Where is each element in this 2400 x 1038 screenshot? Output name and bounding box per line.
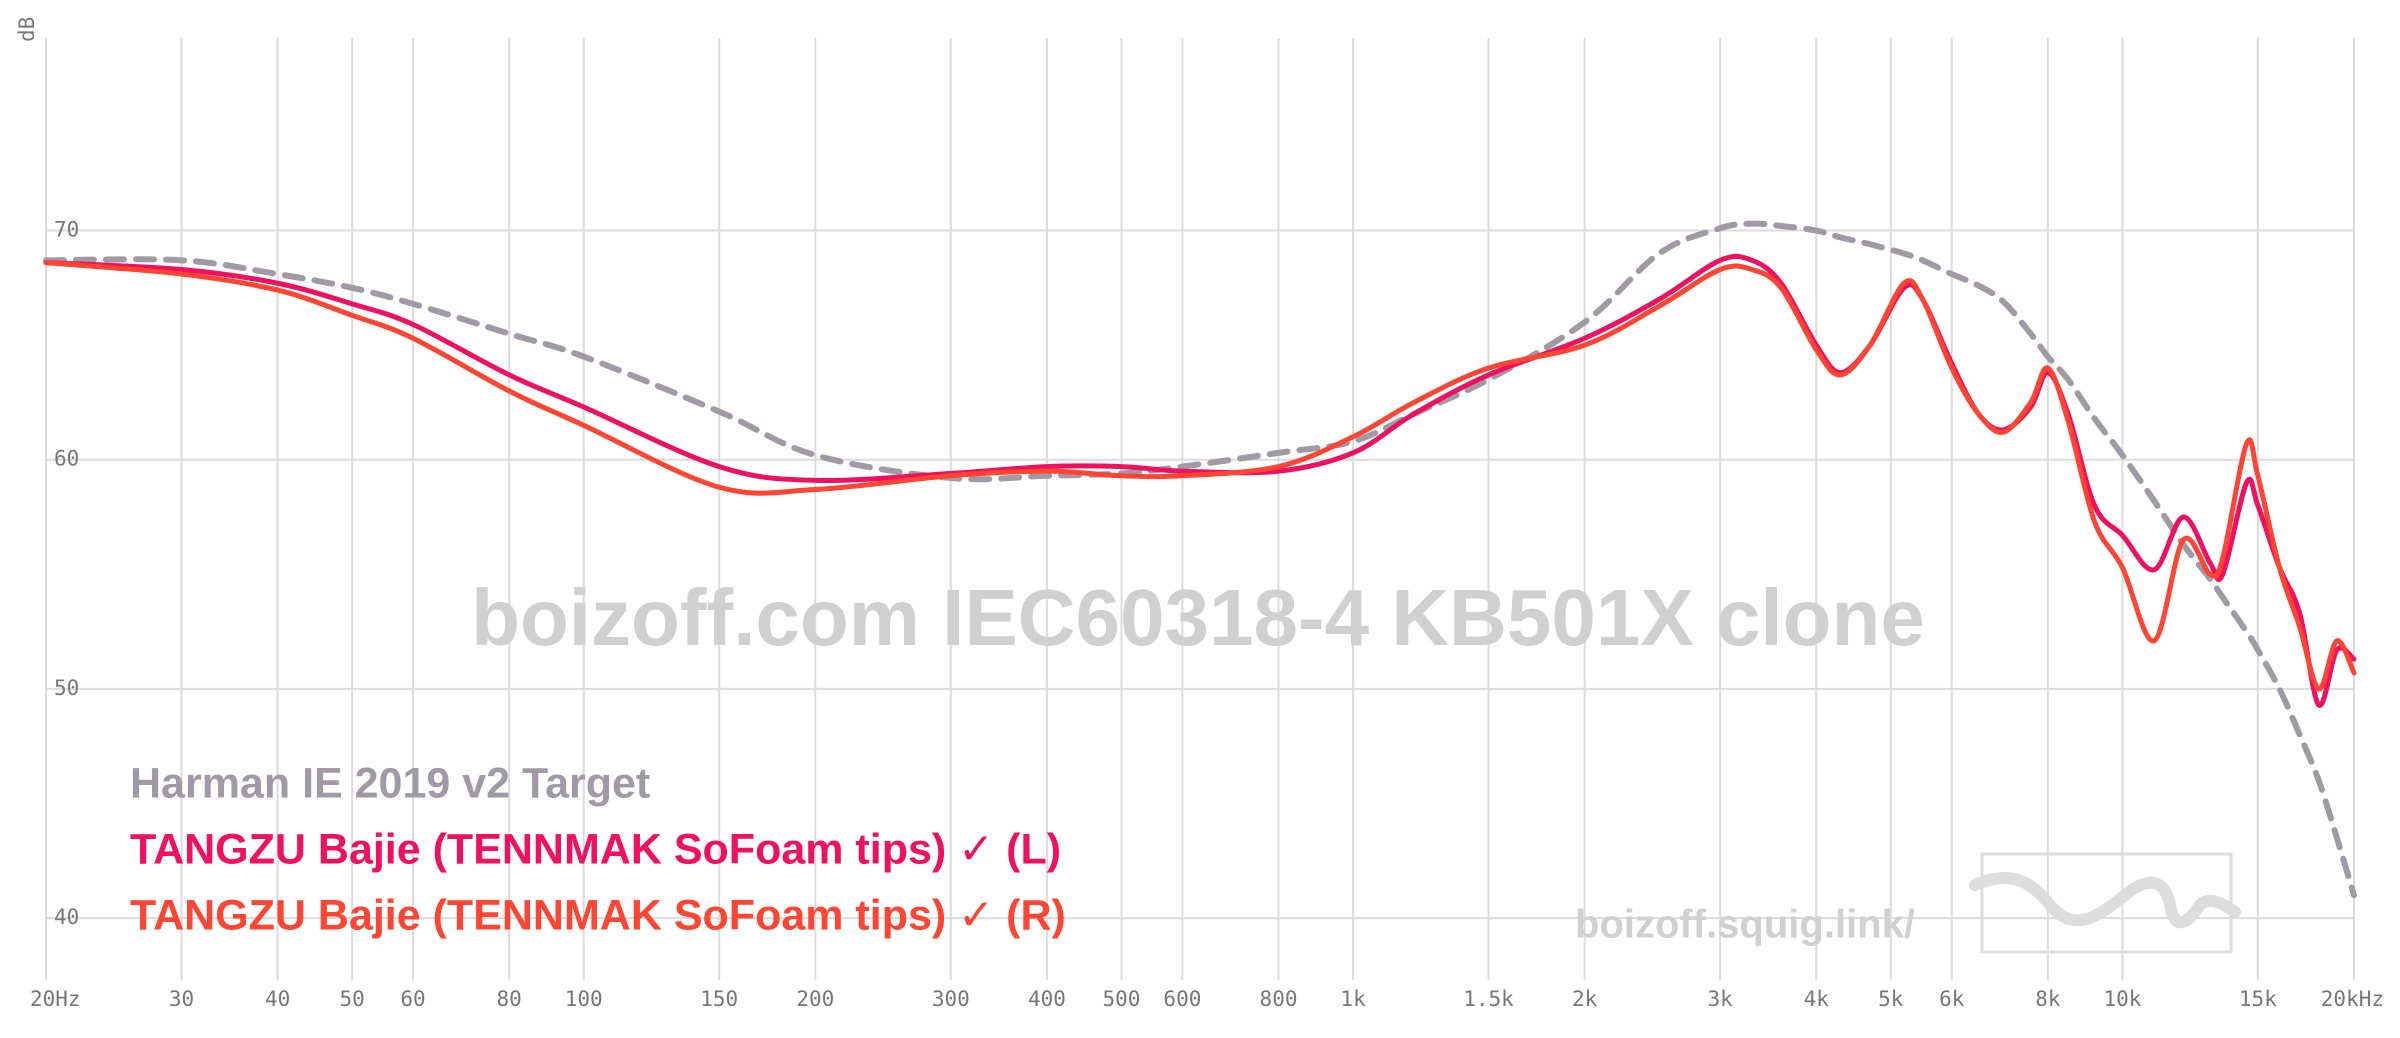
x-tick-label: 300 (932, 987, 970, 1011)
x-tick-label: 800 (1260, 987, 1298, 1011)
x-tick-label: 60 (400, 987, 425, 1011)
logo-squiggle (1969, 871, 2241, 929)
y-tick-label: 50 (54, 676, 79, 700)
logo (1969, 852, 2241, 954)
x-tick-label: 15k (2239, 987, 2277, 1011)
legend-entry: TANGZU Bajie (TENNMAK SoFoam tips) ✓ (R) (130, 891, 1066, 939)
fr-curve (43, 253, 2357, 708)
x-tick-label: 400 (1028, 987, 1066, 1011)
x-tick-label: 3k (1707, 987, 1733, 1011)
grid: 40 50 60 70 20Hz 30 40 50 60 80 100 150 200 300 400 500… (30, 38, 2384, 1011)
x-tick-label: 40 (265, 987, 290, 1011)
y-tick-label: 60 (54, 447, 79, 471)
legend-entry: Harman IE 2019 v2 Target (130, 759, 650, 807)
x-tick-label: 1k (1340, 987, 1366, 1011)
x-tick-label: 600 (1163, 987, 1201, 1011)
target-curve (43, 220, 2357, 899)
x-tick-label: 10k (2103, 987, 2141, 1011)
y-tick-label: 40 (54, 905, 79, 929)
x-tick-label: 80 (497, 987, 522, 1011)
x-tick-label: 6k (1939, 987, 1965, 1011)
x-tick-label: 30 (169, 987, 194, 1011)
x-tick-label: 4k (1804, 987, 1830, 1011)
legend-entry: TANGZU Bajie (TENNMAK SoFoam tips) ✓ (L) (130, 825, 1061, 873)
y-axis-label: dB (15, 17, 39, 42)
curves (43, 220, 2357, 899)
x-tick-label: 50 (340, 987, 365, 1011)
x-tick-label: 8k (2035, 987, 2061, 1011)
x-tick-label: 2k (1572, 987, 1598, 1011)
x-tick-label: 200 (796, 987, 834, 1011)
x-tick-label: 5k (1878, 987, 1904, 1011)
legend: Harman IE 2019 v2 Target TANGZU Bajie (TE… (130, 759, 1066, 939)
y-tick-label: 70 (54, 218, 79, 242)
x-tick-label: 20Hz (30, 987, 81, 1011)
x-tick-label: 500 (1103, 987, 1141, 1011)
x-tick-label: 100 (565, 987, 603, 1011)
watermark: boizoff.com IEC60318-4 KB501X clone (471, 573, 1925, 662)
x-tick-label: 20kHz (2321, 987, 2384, 1011)
site-link: boizoff.squig.link/ (1575, 903, 1915, 947)
fr-curve (43, 260, 2357, 692)
x-tick-label: 1.5k (1463, 987, 1514, 1011)
x-tick-label: 150 (700, 987, 738, 1011)
